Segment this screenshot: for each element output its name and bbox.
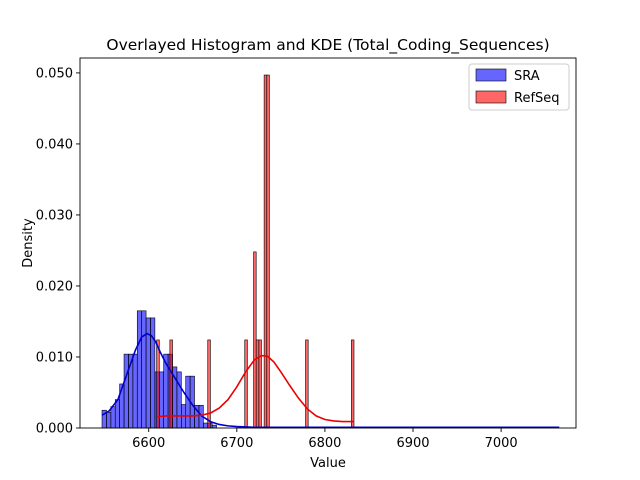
x-tick-label-0: 6600 xyxy=(132,436,165,451)
sra-bar-9 xyxy=(141,310,147,429)
y-tick-label-3: 0.030 xyxy=(36,208,73,223)
refseq-bar-5 xyxy=(255,339,260,429)
refseq-bar-6 xyxy=(258,339,262,429)
legend-swatch-refseq xyxy=(475,90,507,104)
sra-kde-line xyxy=(101,332,560,429)
y-axis-ticks: 0.000 0.010 0.020 0.030 0.040 0.050 xyxy=(36,66,80,437)
legend-label-refseq: RefSeq xyxy=(514,91,560,106)
y-tick-label-2: 0.020 xyxy=(36,279,73,294)
refseq-bar-7 xyxy=(263,74,268,429)
plot-area-frame xyxy=(79,57,577,429)
x-tick-label-1: 6700 xyxy=(220,436,253,451)
y-tick-label-5: 0.050 xyxy=(36,66,73,81)
y-tick-label-4: 0.040 xyxy=(36,137,73,152)
sra-bar-5 xyxy=(123,353,129,429)
sra-bar-7 xyxy=(132,353,138,429)
sra-bar-11 xyxy=(150,317,156,429)
legend-swatch-sra xyxy=(475,68,507,82)
sra-bar-13 xyxy=(158,371,164,429)
refseq-bar-4 xyxy=(253,251,257,429)
legend: SRA RefSeq xyxy=(468,63,570,111)
refseq-histogram-bars xyxy=(156,74,355,429)
x-axis-label: Value xyxy=(310,456,346,471)
refseq-kde-line xyxy=(157,354,354,423)
sra-bar-8 xyxy=(136,310,142,429)
sra-bar-19 xyxy=(185,375,191,429)
sra-bar-2 xyxy=(110,406,116,429)
refseq-bar-2 xyxy=(207,339,211,429)
sra-bar-3 xyxy=(114,399,120,429)
chart-title: Overlayed Histogram and KDE (Total_Codin… xyxy=(106,36,549,55)
sra-bar-17 xyxy=(176,371,182,429)
y-tick-label-0: 0.000 xyxy=(36,422,73,437)
x-tick-label-3: 6900 xyxy=(396,436,429,451)
sra-bar-1 xyxy=(106,412,112,429)
refseq-bar-3 xyxy=(244,339,248,429)
sra-bar-23 xyxy=(203,422,209,429)
x-tick-label-2: 6800 xyxy=(308,436,341,451)
refseq-bar-8 xyxy=(266,74,270,429)
refseq-bar-1 xyxy=(169,339,173,429)
refseq-bar-0 xyxy=(156,339,160,429)
legend-label-sra: SRA xyxy=(514,69,540,84)
refseq-bar-10 xyxy=(351,339,355,429)
y-axis-label: Density xyxy=(21,218,36,268)
x-tick-label-4: 7000 xyxy=(485,436,518,451)
y-tick-label-1: 0.010 xyxy=(36,350,73,365)
x-axis-ticks: 6600 6700 6800 6900 7000 xyxy=(132,428,518,451)
refseq-bar-9 xyxy=(305,339,309,429)
